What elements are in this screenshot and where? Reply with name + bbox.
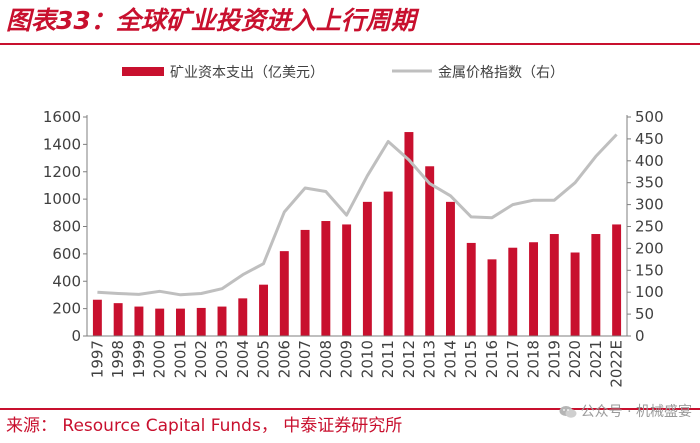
right-tick-label: 400 <box>635 152 664 170</box>
x-tick-label: 2019 <box>545 340 563 378</box>
left-tick-label: 1200 <box>43 163 81 181</box>
x-tick-label: 1997 <box>88 340 106 378</box>
right-tick-label: 150 <box>635 261 664 279</box>
x-tick-label: 2018 <box>525 340 543 378</box>
x-tick-label: 2021 <box>587 340 605 378</box>
x-tick-label: 2013 <box>421 340 439 378</box>
left-axis: 0 200 400 600 800 1000 1200 1400 1600 <box>43 108 87 345</box>
x-tick-label: 1999 <box>130 340 148 378</box>
x-tick-label: 2017 <box>504 340 522 378</box>
right-tick-label: 300 <box>635 196 664 214</box>
bar-2013 <box>425 166 435 336</box>
bar-2007 <box>300 229 310 336</box>
left-tick-label: 1400 <box>43 135 81 153</box>
bar-2006 <box>279 251 289 336</box>
x-tick-label: 2010 <box>358 340 376 378</box>
x-tick-label: 2012 <box>400 340 418 378</box>
source-note: 来源： Resource Capital Funds， 中泰证券研究所 <box>6 416 403 436</box>
bar-2011 <box>383 191 393 336</box>
left-tick-label: 1600 <box>43 108 81 126</box>
bar-1997 <box>92 299 102 336</box>
bar-2002 <box>196 307 206 336</box>
right-tick-label: 250 <box>635 218 664 236</box>
bar-2001 <box>175 308 185 336</box>
x-tick-label: 2007 <box>296 340 314 378</box>
bar-2000 <box>155 308 165 336</box>
x-tick-label: 2003 <box>213 340 231 378</box>
x-tick-label: 2000 <box>151 340 169 378</box>
x-tick-label: 2004 <box>234 340 252 378</box>
legend: 矿业资本支出（亿美元） 金属价格指数（右） <box>122 65 564 81</box>
left-tick-label: 200 <box>52 300 81 318</box>
legend-line-label: 金属价格指数（右） <box>438 65 564 81</box>
right-axis: 0 50 100 150 200 250 300 350 400 450 500 <box>627 108 664 345</box>
bar-2008 <box>321 221 331 336</box>
x-tick-label: 2002 <box>192 340 210 378</box>
bar-2019 <box>549 234 559 336</box>
bar-2016 <box>487 259 497 336</box>
bar-2003 <box>217 306 227 336</box>
right-tick-label: 450 <box>635 130 664 148</box>
left-tick-label: 600 <box>52 245 81 263</box>
x-tick-label: 2008 <box>317 340 335 378</box>
x-tick-label: 2014 <box>441 340 459 378</box>
bar-2020 <box>570 252 580 336</box>
x-tick-label: 2015 <box>462 340 480 378</box>
metal-price-line <box>97 133 618 297</box>
left-tick-label: 0 <box>71 327 81 345</box>
legend-bar-swatch <box>122 67 164 76</box>
x-axis: 1997 1998 1999 2000 2001 2002 2003 2004 2005 2006… <box>88 340 625 388</box>
bar-series <box>92 132 622 336</box>
x-tick-label: 2011 <box>379 340 397 378</box>
right-tick-label: 350 <box>635 174 664 192</box>
x-tick-label: 2005 <box>255 340 273 378</box>
right-tick-label: 0 <box>635 327 645 345</box>
bar-2009 <box>342 224 352 336</box>
line-series <box>97 133 618 297</box>
right-tick-label: 500 <box>635 108 664 126</box>
x-tick-label: 2009 <box>338 340 356 378</box>
bar-1998 <box>113 303 123 336</box>
x-tick-label: 2016 <box>483 340 501 378</box>
combo-chart: 矿业资本支出（亿美元） 金属价格指数（右） 020040060080010001… <box>43 65 664 388</box>
bar-2004 <box>238 298 248 336</box>
bar-2018 <box>529 242 539 336</box>
legend-bar-label: 矿业资本支出（亿美元） <box>170 65 324 81</box>
left-tick-label: 400 <box>52 272 81 290</box>
bar-2021 <box>591 234 601 336</box>
axes <box>86 115 628 337</box>
watermark-text: 公众号 · 机械盛宴 <box>580 404 692 420</box>
footer-divider <box>0 408 700 410</box>
bar-1999 <box>134 306 144 336</box>
chart-title: 图表33：全球矿业投资进入上行周期 <box>6 6 416 35</box>
right-tick-label: 100 <box>635 283 664 301</box>
wechat-icon <box>559 406 577 418</box>
x-tick-label: 2006 <box>275 340 293 378</box>
x-tick-label: 2001 <box>171 340 189 378</box>
bar-2017 <box>508 247 518 336</box>
left-tick-label: 800 <box>52 218 81 236</box>
right-tick-label: 50 <box>635 305 654 323</box>
x-tick-label: 2022E <box>608 340 626 388</box>
bar-2015 <box>466 242 476 336</box>
watermark: 公众号 · 机械盛宴 <box>559 398 692 426</box>
bar-2012 <box>404 132 414 336</box>
bar-2014 <box>445 201 455 336</box>
left-tick-label: 1000 <box>43 190 81 208</box>
bar-2022E <box>612 224 622 336</box>
right-tick-label: 200 <box>635 239 664 257</box>
bar-2005 <box>259 284 269 336</box>
title-divider <box>0 43 700 45</box>
bar-2010 <box>362 201 372 336</box>
x-tick-label: 1998 <box>109 340 127 378</box>
x-tick-label: 2020 <box>566 340 584 378</box>
